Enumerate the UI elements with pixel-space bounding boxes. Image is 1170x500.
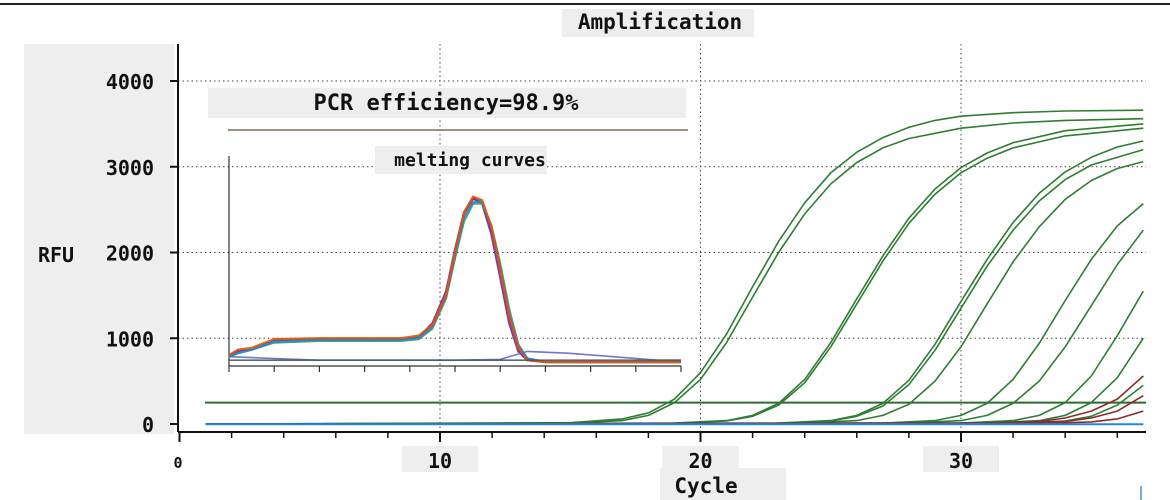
y-tick-label: 1000 xyxy=(106,327,154,351)
grid xyxy=(178,44,1146,432)
x-tick-label-background xyxy=(662,446,739,472)
amplification-curve-4 xyxy=(205,127,1144,425)
melting-curve-5 xyxy=(228,195,681,364)
melting-curve-6 xyxy=(228,350,681,361)
amplification-curve-2 xyxy=(205,117,1144,425)
y-tick-label: 3000 xyxy=(106,156,154,180)
y-axis-label: RFU xyxy=(38,243,74,267)
x-tick-label: 10 xyxy=(428,449,452,473)
melting-curve-1 xyxy=(228,197,681,364)
amplification-curve-8 xyxy=(205,202,1144,425)
y-axis-panel xyxy=(24,44,174,434)
y-tick-label: 2000 xyxy=(106,242,154,266)
amplification-curve-9 xyxy=(205,229,1144,425)
inset-axes xyxy=(228,156,682,372)
amplification-series xyxy=(205,109,1146,426)
chart-title: Amplification xyxy=(578,10,742,34)
x-axis-label: Cycle xyxy=(674,474,737,498)
amplification-curve-1 xyxy=(205,109,1144,425)
amplification-curve-12 xyxy=(205,384,1144,425)
melting-series xyxy=(228,195,681,364)
inset-title-background xyxy=(375,146,547,174)
amplification-curve-6 xyxy=(205,148,1144,425)
annotation-background xyxy=(208,88,686,118)
melting-curves-inset: melting curves xyxy=(228,146,682,372)
y-tick-label: 4000 xyxy=(106,70,154,94)
y-tick-label: 0 xyxy=(142,413,154,437)
x-tick-label-background xyxy=(923,446,999,472)
amplification-curve-11 xyxy=(205,337,1144,425)
amplification-curve-3 xyxy=(205,123,1144,425)
x-tick-label: 0 xyxy=(173,454,182,472)
x-tick-label: 30 xyxy=(949,449,973,473)
pcr-efficiency-annotation: PCR efficiency=98.9% xyxy=(314,91,580,116)
x-tick-label-background xyxy=(402,446,478,472)
amplification-curve-7 xyxy=(205,160,1144,425)
inset-title: melting curves xyxy=(394,150,546,171)
amplification-curve-5 xyxy=(205,140,1144,425)
x-axis-label-background xyxy=(660,468,786,500)
title-background xyxy=(562,9,754,37)
melting-curve-2 xyxy=(228,197,681,364)
amplification-curve-10 xyxy=(205,290,1144,425)
